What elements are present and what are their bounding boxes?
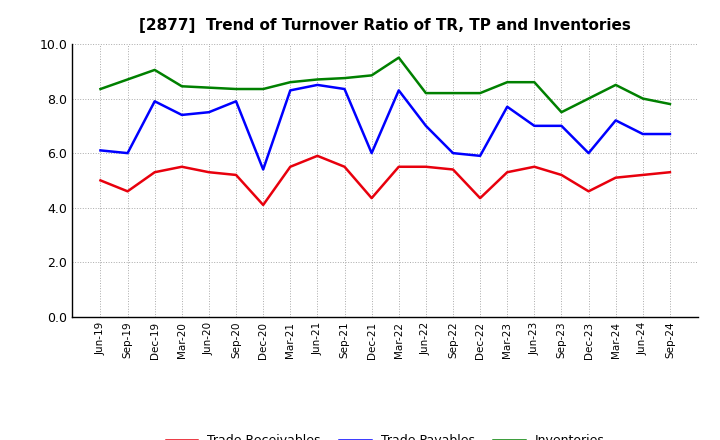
Line: Trade Receivables: Trade Receivables — [101, 156, 670, 205]
Trade Receivables — [150, 169, 159, 175]
Inventories — [150, 67, 159, 73]
Inventories — [313, 77, 322, 82]
Inventories — [96, 86, 105, 92]
Trade Receivables — [232, 172, 240, 178]
Trade Payables — [123, 150, 132, 156]
Trade Payables — [341, 86, 349, 92]
Trade Receivables — [123, 189, 132, 194]
Legend: Trade Receivables, Trade Payables, Inventories: Trade Receivables, Trade Payables, Inven… — [161, 429, 610, 440]
Trade Payables — [639, 132, 647, 137]
Trade Receivables — [611, 175, 620, 180]
Inventories — [286, 80, 294, 85]
Trade Receivables — [503, 169, 511, 175]
Trade Payables — [557, 123, 566, 128]
Trade Payables — [178, 112, 186, 117]
Line: Inventories: Inventories — [101, 58, 670, 112]
Trade Payables — [232, 99, 240, 104]
Trade Receivables — [557, 172, 566, 178]
Trade Receivables — [313, 153, 322, 158]
Trade Receivables — [286, 164, 294, 169]
Trade Payables — [665, 132, 674, 137]
Inventories — [530, 80, 539, 85]
Trade Payables — [395, 88, 403, 93]
Inventories — [341, 76, 349, 81]
Trade Receivables — [367, 195, 376, 201]
Trade Payables — [286, 88, 294, 93]
Inventories — [503, 80, 511, 85]
Inventories — [123, 77, 132, 82]
Inventories — [639, 96, 647, 101]
Trade Payables — [204, 110, 213, 115]
Trade Receivables — [449, 167, 457, 172]
Line: Trade Payables: Trade Payables — [101, 85, 670, 169]
Trade Payables — [367, 150, 376, 156]
Trade Payables — [313, 82, 322, 88]
Inventories — [395, 55, 403, 60]
Title: [2877]  Trend of Turnover Ratio of TR, TP and Inventories: [2877] Trend of Turnover Ratio of TR, TP… — [139, 18, 631, 33]
Inventories — [178, 84, 186, 89]
Trade Receivables — [639, 172, 647, 178]
Inventories — [421, 91, 430, 96]
Trade Receivables — [476, 195, 485, 201]
Inventories — [204, 85, 213, 90]
Trade Receivables — [204, 169, 213, 175]
Trade Receivables — [259, 202, 268, 208]
Trade Receivables — [584, 189, 593, 194]
Inventories — [665, 101, 674, 106]
Trade Receivables — [530, 164, 539, 169]
Trade Payables — [150, 99, 159, 104]
Inventories — [259, 86, 268, 92]
Trade Receivables — [421, 164, 430, 169]
Inventories — [367, 73, 376, 78]
Inventories — [557, 110, 566, 115]
Inventories — [232, 86, 240, 92]
Trade Payables — [584, 150, 593, 156]
Inventories — [611, 82, 620, 88]
Trade Payables — [530, 123, 539, 128]
Trade Payables — [259, 167, 268, 172]
Trade Receivables — [341, 164, 349, 169]
Trade Payables — [503, 104, 511, 110]
Trade Receivables — [665, 169, 674, 175]
Trade Payables — [476, 153, 485, 158]
Trade Payables — [96, 148, 105, 153]
Trade Payables — [611, 118, 620, 123]
Inventories — [584, 96, 593, 101]
Trade Receivables — [96, 178, 105, 183]
Trade Receivables — [178, 164, 186, 169]
Trade Receivables — [395, 164, 403, 169]
Inventories — [476, 91, 485, 96]
Inventories — [449, 91, 457, 96]
Trade Payables — [421, 123, 430, 128]
Trade Payables — [449, 150, 457, 156]
